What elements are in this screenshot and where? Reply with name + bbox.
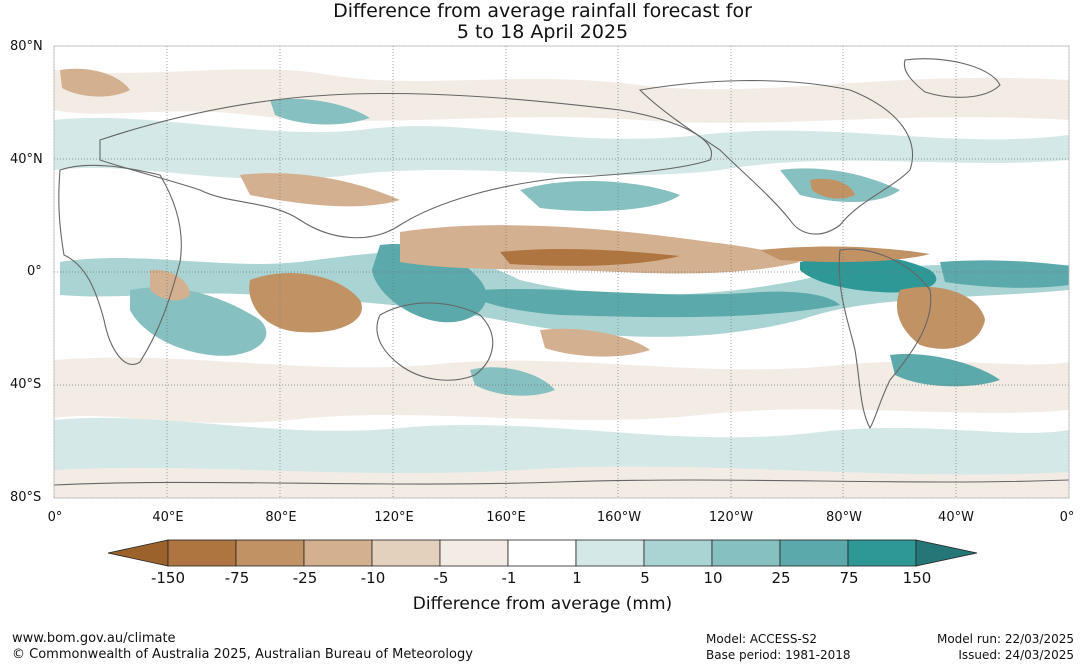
lat-label-40s: 40°S — [10, 377, 42, 392]
coast-eurasia — [99, 92, 713, 239]
anomaly-indian-ocean-dry — [249, 272, 362, 333]
lat-label-40n: 40°N — [10, 152, 43, 167]
map-title-line2: 5 to 18 April 2025 — [456, 21, 629, 43]
colorbar-tick-label: -1 — [501, 569, 517, 587]
colorbar-bin — [167, 539, 237, 567]
colorbar-bin — [779, 539, 849, 567]
lon-label-80e: 80°E — [265, 510, 297, 525]
colorbar-tick-label: 10 — [703, 569, 723, 587]
anomaly-south-america-dry — [896, 286, 985, 349]
coast-africa — [58, 164, 182, 365]
coastlines — [54, 58, 1069, 486]
footer-model-run: Model run: 22/03/2025 — [936, 632, 1074, 646]
footer-model: Model: ACCESS-S2 — [706, 632, 818, 646]
lat-label-equator: 0° — [27, 264, 42, 279]
colorbar-bin — [439, 539, 509, 567]
colorbar-tick-label: -5 — [433, 569, 449, 587]
colorbar-bin — [643, 539, 713, 567]
lat-label-80n: 80°N — [10, 39, 43, 54]
anomaly-pacific-dry-outer — [400, 225, 800, 274]
colorbar-bin — [235, 539, 305, 567]
anomaly-central-pacific-wet — [480, 288, 840, 318]
footer-issued: Issued: 24/03/2025 — [958, 648, 1074, 662]
colorbar-bin — [575, 539, 645, 567]
colorbar — [107, 539, 978, 567]
anomaly-east-pacific-dry — [760, 246, 930, 262]
colorbar-title: Difference from average (mm) — [412, 594, 673, 614]
colorbar-tick-label: 25 — [771, 569, 791, 587]
footer-base-period: Base period: 1981-2018 — [706, 648, 851, 662]
coast-south-america — [838, 248, 932, 430]
anomaly-band-south-pale — [54, 357, 1069, 423]
map-frame — [53, 45, 1070, 499]
lon-label-80w: 80°W — [826, 510, 862, 525]
colorbar-tick-label: -150 — [150, 569, 186, 587]
anomaly-east-africa-dry — [150, 269, 190, 301]
colorbar-tick-label: -10 — [360, 569, 386, 587]
lon-label-120w: 120°W — [708, 510, 754, 525]
lon-label-40w: 40°W — [938, 510, 974, 525]
lon-label-40e: 40°E — [152, 510, 184, 525]
anomaly-tasman-wet — [470, 367, 555, 396]
lon-label-160w: 160°W — [596, 510, 642, 525]
anomaly-gulf-dry — [810, 178, 855, 199]
lon-label-0-east: 0° — [1059, 510, 1075, 525]
coast-australia — [376, 302, 494, 381]
colorbar-extend-low — [107, 539, 169, 567]
lat-label-80s: 80°S — [10, 490, 42, 505]
colorbar-bin — [847, 539, 917, 567]
colorbar-tick-label: 75 — [839, 569, 859, 587]
coast-greenland — [903, 58, 1001, 98]
anomaly-arctic-dry-east — [60, 68, 130, 97]
anomaly-indian-ocean-wet — [130, 287, 267, 356]
map-title-line1: Difference from average rainfall forecas… — [333, 0, 752, 22]
colorbar-extend-high — [915, 539, 978, 567]
anomaly-atlantic-wet — [940, 260, 1069, 288]
anomaly-pacific-dry-core — [500, 249, 680, 266]
colorbar-tick-label: 5 — [640, 569, 650, 587]
lon-label-160e: 160°E — [486, 510, 526, 525]
anomaly-se-pacific-dry — [540, 328, 650, 357]
colorbar-bin — [507, 539, 577, 567]
coast-north-america — [638, 79, 914, 235]
coast-antarctica — [54, 479, 1069, 486]
anomaly-band-north-teal — [54, 117, 1069, 180]
lon-label-0-west: 0° — [47, 510, 63, 525]
colorbar-bin — [303, 539, 373, 567]
anomaly-south-atlantic-wet — [890, 354, 1000, 387]
footer-copyright: © Commonwealth of Australia 2025, Austra… — [12, 647, 473, 662]
lon-label-120e: 120°E — [374, 510, 414, 525]
colorbar-tick-label: 150 — [902, 569, 932, 587]
colorbar-tick-label: -75 — [224, 569, 250, 587]
colorbar-tick-label: -25 — [292, 569, 318, 587]
rainfall-anomaly-map — [53, 45, 1070, 499]
anomaly-north-pacific-wet — [520, 180, 680, 212]
anomaly-arctic-wet-east — [270, 98, 370, 125]
colorbar-bin — [371, 539, 441, 567]
colorbar-bin — [711, 539, 781, 567]
colorbar-tick-label: 1 — [572, 569, 582, 587]
footer-url[interactable]: www.bom.gov.au/climate — [12, 631, 176, 646]
